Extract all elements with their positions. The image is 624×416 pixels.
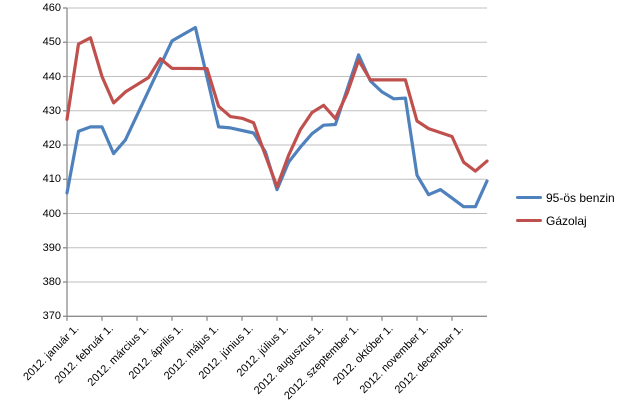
y-axis-label-450: 450 bbox=[42, 36, 61, 49]
y-axis-label-390: 390 bbox=[42, 241, 61, 254]
y-axis-label-440: 440 bbox=[42, 70, 61, 83]
y-axis-label-380: 380 bbox=[42, 276, 61, 289]
series-gazolaj-swatch-icon bbox=[516, 219, 542, 222]
series-line-95-os-benzin[interactable] bbox=[65, 25, 489, 209]
y-axis-label-410: 410 bbox=[42, 173, 61, 186]
series-line-gazolaj[interactable] bbox=[65, 36, 489, 189]
y-axis-label-460: 460 bbox=[42, 2, 61, 14]
legend-label-gazolaj: Gázolaj bbox=[546, 213, 587, 228]
series-95-os-benzin-swatch-icon bbox=[516, 196, 542, 199]
legend-item-gazolaj[interactable]: Gázolaj bbox=[516, 213, 615, 228]
legend: 95-ös benzin Gázolaj bbox=[516, 190, 615, 236]
y-axis-label-370: 370 bbox=[42, 310, 61, 323]
y-axis-label-430: 430 bbox=[42, 104, 61, 117]
legend-label-95-os-benzin: 95-ös benzin bbox=[546, 190, 615, 205]
legend-item-95-os-benzin[interactable]: 95-ös benzin bbox=[516, 190, 615, 205]
y-axis-label-400: 400 bbox=[42, 207, 61, 220]
y-axis-label-420: 420 bbox=[42, 139, 61, 152]
